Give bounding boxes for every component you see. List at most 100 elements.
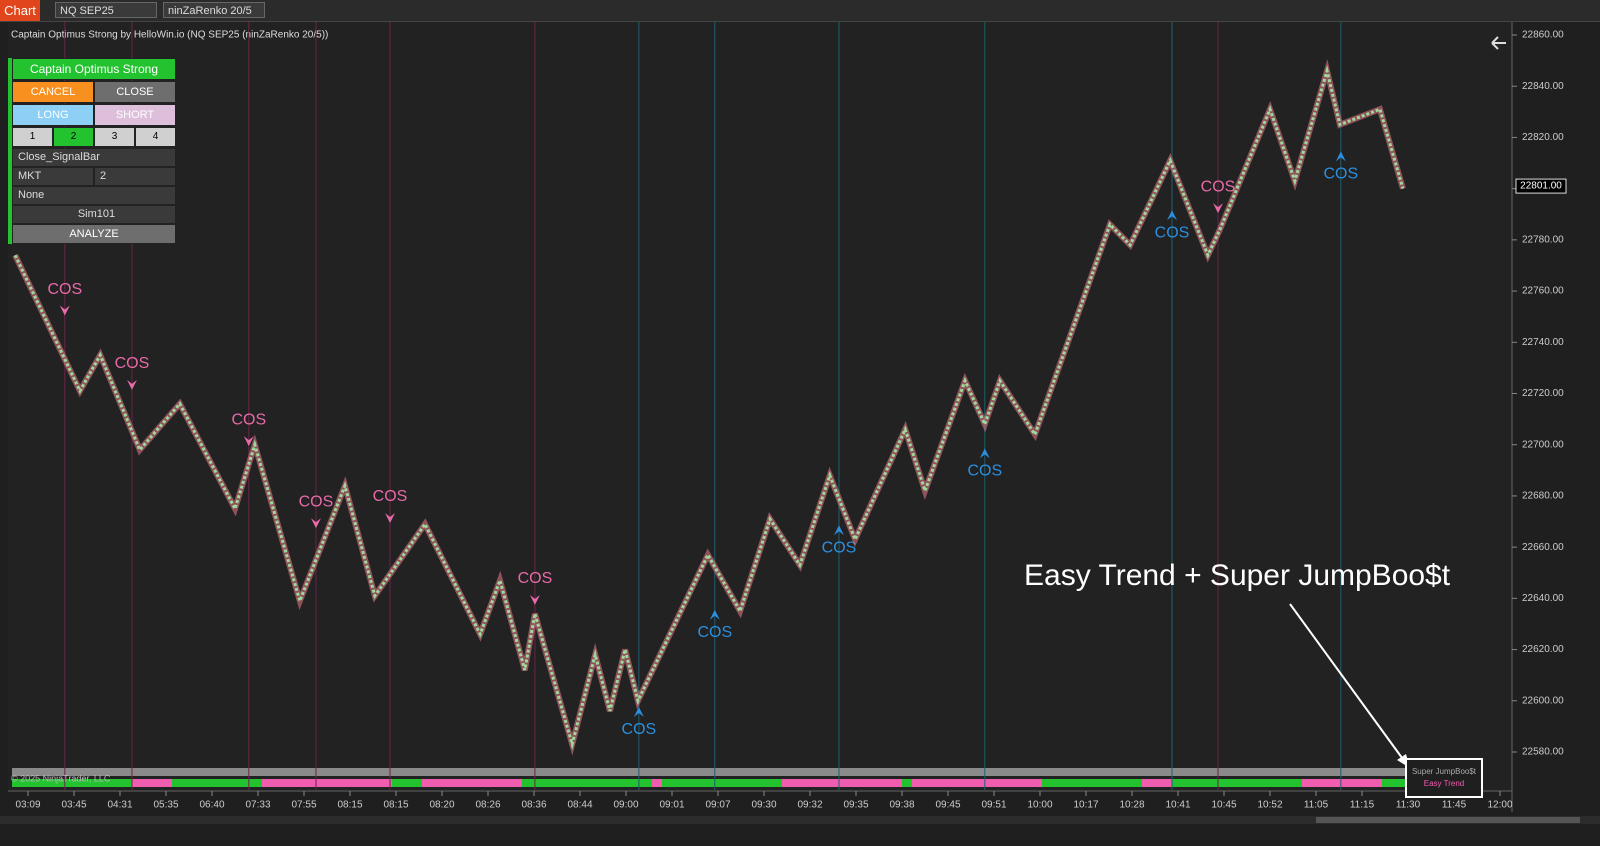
analyze-button[interactable]: ANALYZE [12,224,176,244]
strip-cell [872,779,882,787]
strip-cell [472,779,482,787]
strip-cell [1202,768,1212,776]
strip-cell [1142,768,1152,776]
atm-select[interactable]: None [12,186,176,205]
chart-tab[interactable]: Chart [0,0,40,21]
strip-cell [272,779,282,787]
plot-area [8,22,1512,790]
strip-cell [1012,779,1022,787]
strip-cell [1002,779,1012,787]
strip-cell [722,779,732,787]
price-line [13,65,1405,751]
strip-cell [942,779,952,787]
strip-cell [62,779,72,787]
y-tick-label: 22580.00 [1522,747,1564,758]
strip-cell [372,768,382,776]
strip-cell [102,768,112,776]
strip-cell [572,779,582,787]
strip-cell [1162,779,1172,787]
strip-cell [982,768,992,776]
qty-button[interactable]: 4 [135,127,176,147]
strip-cell [72,768,82,776]
cancel-button[interactable]: CANCEL [12,81,94,103]
strip-cell [142,768,152,776]
strip-cell [312,779,322,787]
close-button[interactable]: CLOSE [94,81,176,103]
strip-cell [622,768,632,776]
strip-cell [892,768,902,776]
short-button[interactable]: SHORT [94,104,176,126]
quantity-input[interactable]: 2 [94,167,176,186]
x-tick-label: 08:44 [567,800,592,811]
strip-cell [1292,768,1302,776]
bar-type-select[interactable]: ninZaRenko 20/5 [163,2,265,18]
strip-cell [122,768,132,776]
strip-cell [702,779,712,787]
x-tick-label: 09:38 [889,800,914,811]
signal-label: COS [697,624,732,641]
strip-cell [1042,768,1052,776]
strip-cell [1252,779,1262,787]
signal-label: COS [1155,224,1190,241]
strip-cell [472,768,482,776]
instrument-select[interactable]: NQ SEP25 [55,2,157,18]
strip-cell [722,768,732,776]
strip-cell [562,768,572,776]
x-tick-label: 08:36 [521,800,546,811]
strip-cell [992,779,1002,787]
strip-cell [262,779,272,787]
y-tick-label: 22820.00 [1522,132,1564,143]
qty-button[interactable]: 3 [94,127,135,147]
strip-cell [1122,779,1132,787]
strip-cell [1282,768,1292,776]
strip-cell [1042,779,1052,787]
qty-button[interactable]: 2 [53,127,94,147]
chart: Captain Optimus Strong by HelloWin.io (N… [0,22,1600,824]
strip-cell [832,779,842,787]
x-tick-label: 08:15 [337,800,362,811]
account-select[interactable]: Sim101 [12,205,176,224]
y-tick-label: 22600.00 [1522,695,1564,706]
strip-cell [132,768,142,776]
strip-cell [1172,779,1182,787]
strip-cell [402,768,412,776]
strip-cell [872,768,882,776]
strip-cell [1212,768,1222,776]
strip-cell [582,768,592,776]
strip-cell [382,779,392,787]
signal-arrow [979,448,990,459]
order-type-select[interactable]: MKT [12,167,94,186]
signal-label: COS [822,539,857,556]
strip-cell [32,768,42,776]
strip-cell [932,779,942,787]
strip-cell [1272,768,1282,776]
signal-label: COS [299,493,334,510]
strip-cell [672,779,682,787]
x-tick-label: 11:15 [1350,800,1375,811]
strip-cell [232,779,242,787]
long-button[interactable]: LONG [12,104,94,126]
strip-cell [1092,779,1102,787]
signal-arrow [385,512,396,523]
x-tick-label: 03:45 [61,800,86,811]
strip-cell [1252,768,1262,776]
strip-cell [252,779,262,787]
strip-cell [1122,768,1132,776]
strip-cell [1322,779,1332,787]
strip-cell [192,779,202,787]
x-tick-label: 10:41 [1165,800,1190,811]
signal-arrow [243,436,254,447]
qty-button[interactable]: 1 [12,127,53,147]
x-tick-label: 06:40 [199,800,224,811]
strip-cell [282,779,292,787]
y-tick-label: 22620.00 [1522,644,1564,655]
strip-cell [792,768,802,776]
exit-mode-select[interactable]: Close_SignalBar [12,148,176,167]
strip-cell [542,768,552,776]
strip-cell [1012,768,1022,776]
strip-cell [682,768,692,776]
strip-cell [292,779,302,787]
strip-cell [662,768,672,776]
scrollbar [0,816,1600,824]
signal-label: COS [967,463,1002,480]
